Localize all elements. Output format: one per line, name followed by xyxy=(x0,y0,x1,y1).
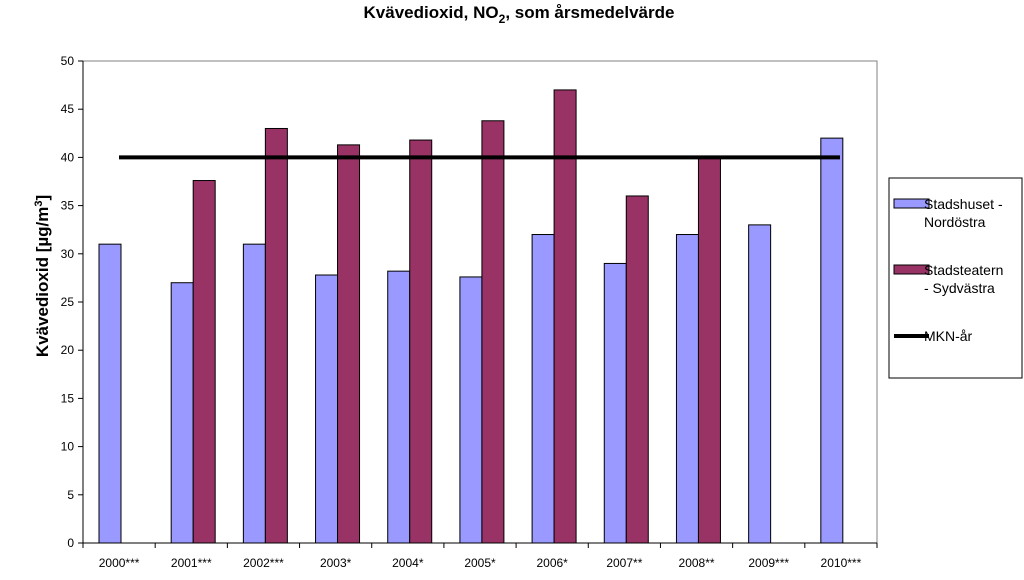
bar-series-2 xyxy=(409,139,433,544)
bar-series-1 xyxy=(242,243,266,544)
legend-label: Stadshuset - xyxy=(924,196,1003,212)
x-tick-label: 2004* xyxy=(392,556,424,570)
y-axis-label-prefix: Kvävedioxid [µg/m xyxy=(33,207,52,358)
x-tick-label: 2000*** xyxy=(99,556,140,570)
bar-series-1 xyxy=(820,137,844,544)
y-axis-label-suffix: ] xyxy=(33,195,52,201)
x-tick-label: 2001*** xyxy=(171,556,212,570)
x-tick-label: 2002*** xyxy=(243,556,284,570)
legend-label: - Sydvästra xyxy=(924,280,995,296)
x-tick-label: 2010*** xyxy=(821,556,862,570)
bar-series-2 xyxy=(697,156,721,544)
chart-title-suffix: , som årsmedelvärde xyxy=(505,3,674,22)
x-tick-label: 2003* xyxy=(320,556,352,570)
y-tick-label: 25 xyxy=(61,295,75,309)
x-tick-label: 2009*** xyxy=(748,556,789,570)
bar-series-1 xyxy=(387,270,411,544)
y-tick-label: 40 xyxy=(61,150,75,164)
y-tick-label: 50 xyxy=(61,54,75,68)
bar-series-1 xyxy=(748,224,772,544)
y-tick-label: 5 xyxy=(67,488,74,502)
bar-series-1 xyxy=(315,274,339,544)
bar-series-2 xyxy=(553,89,577,544)
legend-label: Stadsteatern xyxy=(924,262,1003,278)
y-axis-label: Kvävedioxid [µg/m3] xyxy=(33,195,52,357)
x-tick-label: 2007** xyxy=(606,556,642,570)
y-tick-label: 15 xyxy=(61,391,75,405)
bar-series-2 xyxy=(481,120,505,544)
legend-swatch-2 xyxy=(893,264,930,275)
legend-label: Nordöstra xyxy=(924,214,986,230)
bar-series-1 xyxy=(459,276,483,544)
chart-title: Kvävedioxid, NO2, som årsmedelvärde xyxy=(364,3,675,26)
bar-series-2 xyxy=(337,144,361,544)
y-tick-label: 20 xyxy=(61,343,75,357)
bar-series-2 xyxy=(192,180,216,544)
bar-series-2 xyxy=(625,195,649,544)
x-tick-label: 2008** xyxy=(679,556,715,570)
legend-label: MKN-år xyxy=(924,328,973,344)
y-tick-label: 0 xyxy=(67,536,74,550)
y-axis-label-superscript: 3 xyxy=(33,200,45,206)
x-tick-label: 2005* xyxy=(464,556,496,570)
x-tick-label: 2006* xyxy=(536,556,568,570)
chart-title-prefix: Kvävedioxid, NO xyxy=(364,3,499,22)
bar-series-1 xyxy=(98,243,122,544)
bar-series-1 xyxy=(531,234,555,544)
chart-title-subscript: 2 xyxy=(499,12,506,26)
y-tick-label: 35 xyxy=(61,199,75,213)
legend-swatch-1 xyxy=(893,198,930,209)
bar-series-1 xyxy=(170,282,194,544)
bar-series-1 xyxy=(675,234,699,544)
y-tick-label: 10 xyxy=(61,440,75,454)
y-tick-label: 45 xyxy=(61,102,75,116)
legend-box xyxy=(888,177,1023,379)
y-tick-label: 30 xyxy=(61,247,75,261)
bar-series-2 xyxy=(264,127,288,544)
bar-series-1 xyxy=(603,262,627,544)
